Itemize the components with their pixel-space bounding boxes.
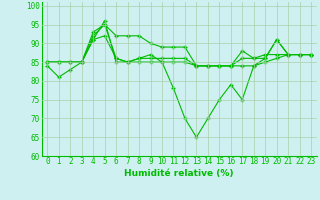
X-axis label: Humidité relative (%): Humidité relative (%): [124, 169, 234, 178]
